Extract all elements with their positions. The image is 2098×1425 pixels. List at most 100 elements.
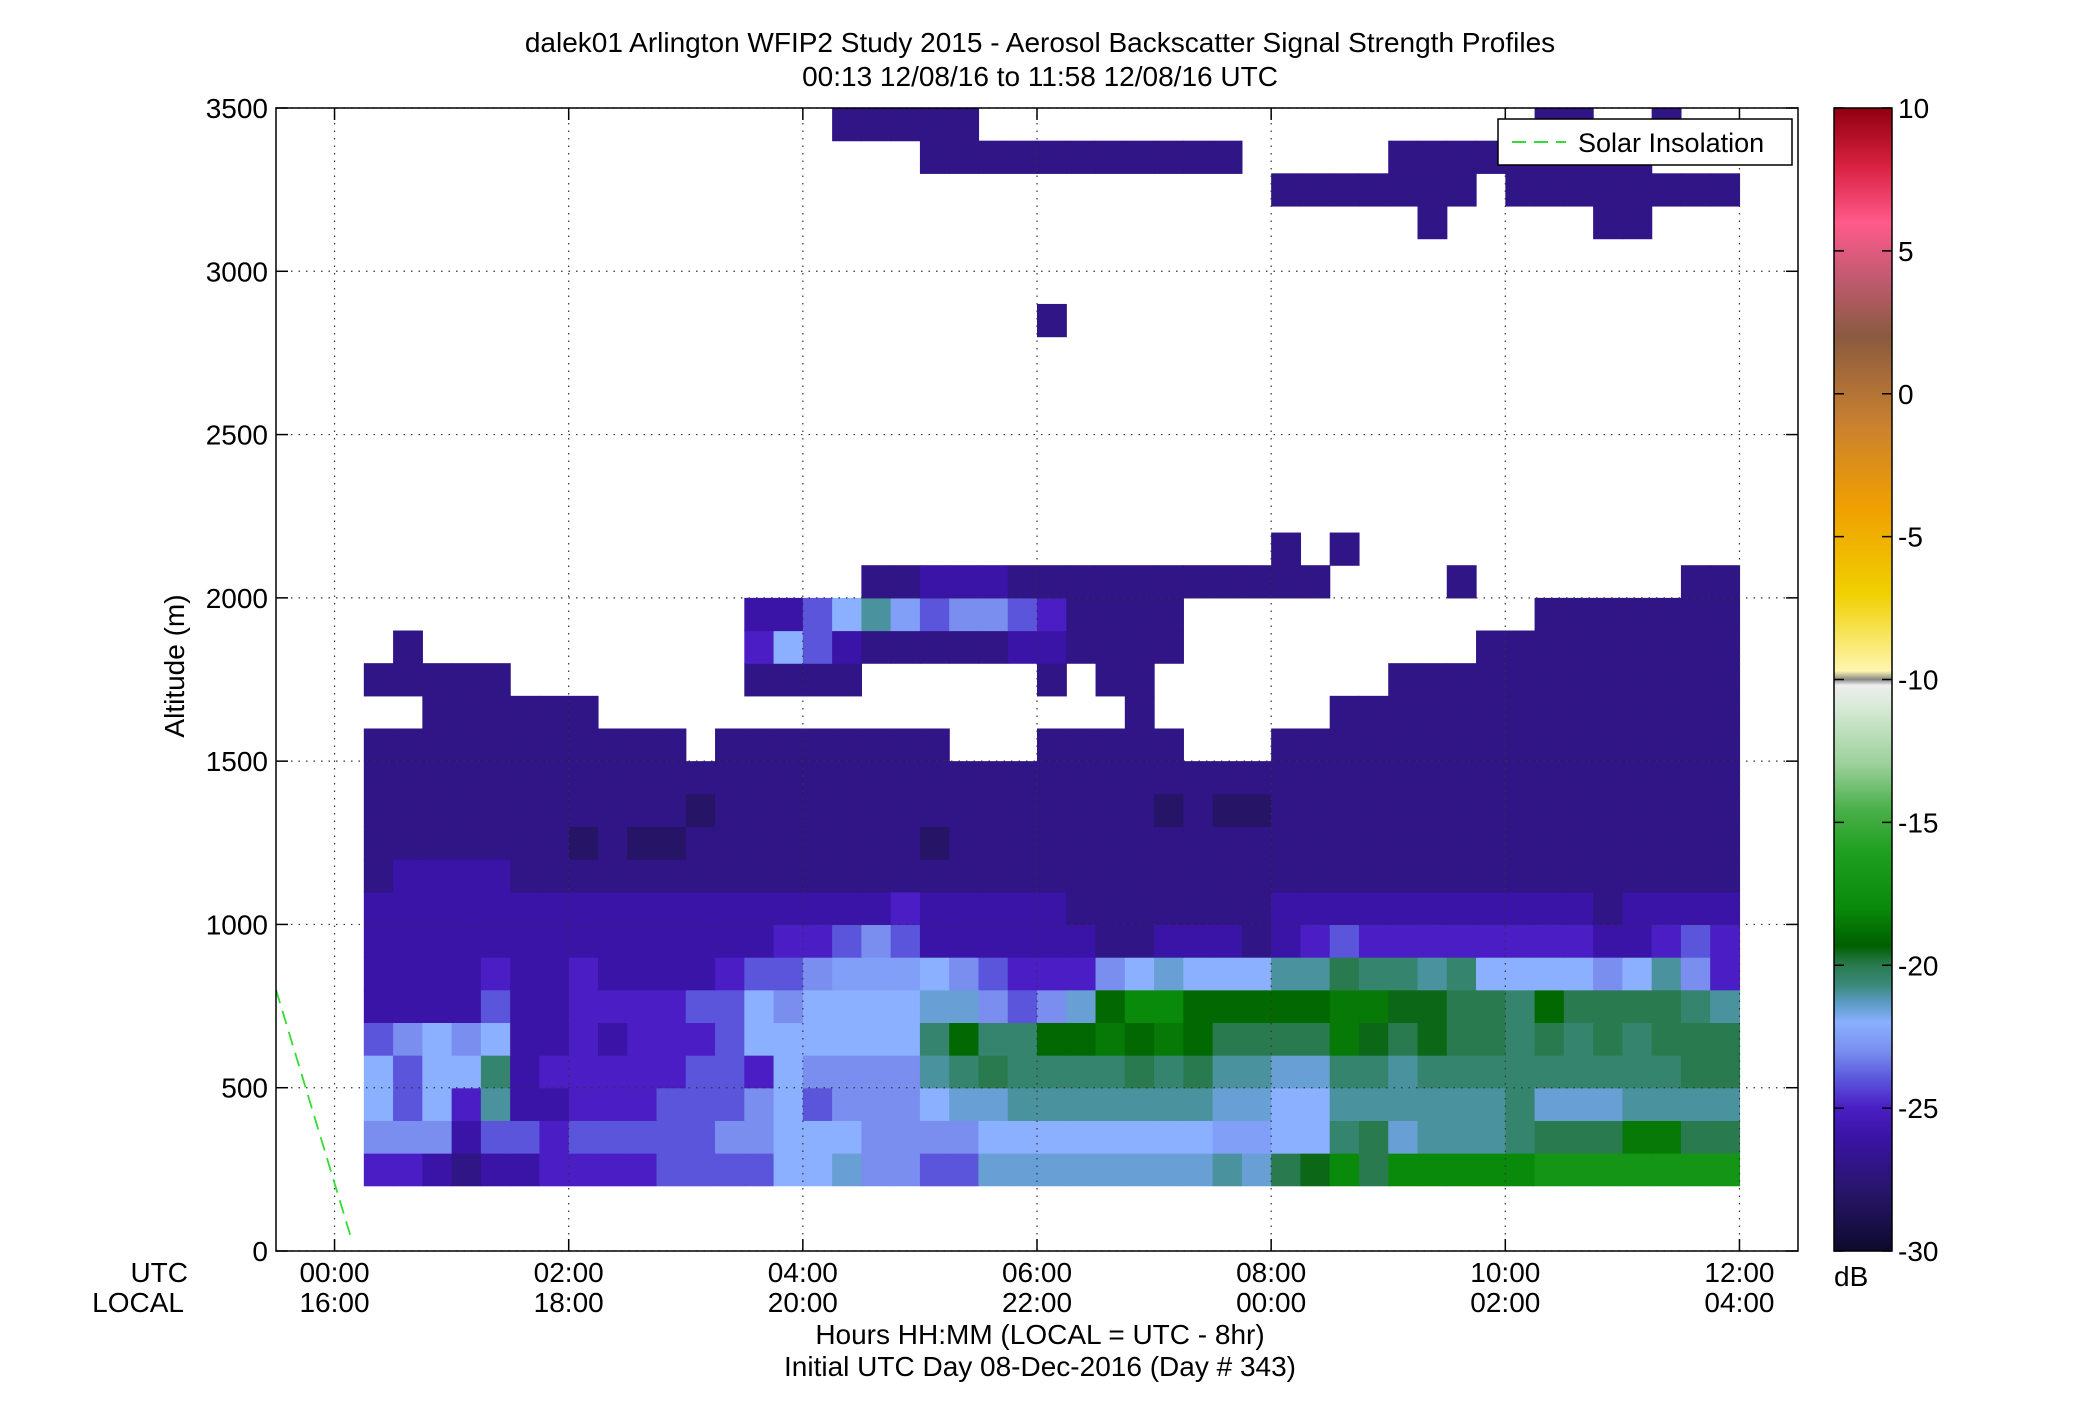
heatmap-cell	[597, 1022, 628, 1056]
heatmap-cell	[715, 1055, 745, 1089]
heatmap-cell	[597, 957, 628, 991]
heatmap-cell	[1710, 826, 1741, 860]
heatmap-cell	[1124, 630, 1155, 664]
heatmap-cell	[1066, 1120, 1097, 1154]
heatmap-cell	[1095, 565, 1126, 599]
heatmap-cell	[1593, 989, 1623, 1023]
heatmap-cell	[978, 1120, 1009, 1154]
chart-footer: Initial UTC Day 08-Dec-2016 (Day # 343)	[784, 1351, 1296, 1382]
chart-subtitle: 00:13 12/08/16 to 11:58 12/08/16 UTC	[802, 61, 1278, 92]
heatmap-cell	[1446, 663, 1477, 697]
heatmap-cell	[1680, 630, 1711, 664]
heatmap-cell	[1358, 957, 1389, 991]
heatmap-cell	[802, 1055, 833, 1089]
heatmap-cell	[1534, 695, 1565, 730]
heatmap-cell	[1388, 663, 1419, 697]
heatmap-cell	[1651, 1153, 1682, 1187]
heatmap-cell	[832, 989, 862, 1023]
heatmap-cell	[1534, 761, 1565, 795]
heatmap-cell	[1066, 1087, 1097, 1121]
heatmap-cell	[802, 859, 833, 893]
colorbar-tick-label: 0	[1898, 379, 1914, 410]
x-row-label-local: LOCAL	[92, 1287, 184, 1318]
heatmap-cell	[685, 1055, 716, 1089]
heatmap-cell	[1476, 793, 1506, 828]
heatmap-cell	[422, 989, 453, 1023]
heatmap-cell	[1476, 761, 1506, 795]
heatmap-cell	[1037, 630, 1067, 664]
heatmap-cell	[1329, 891, 1360, 926]
heatmap-cell	[1593, 663, 1623, 697]
heatmap-cell	[627, 761, 658, 795]
heatmap-cell	[1710, 957, 1741, 991]
heatmap-cell	[480, 793, 511, 828]
heatmap-cell	[393, 859, 423, 893]
heatmap-cell	[832, 859, 862, 893]
heatmap-cell	[802, 1087, 833, 1121]
heatmap-cell	[861, 957, 892, 991]
heatmap-cell	[1271, 793, 1302, 828]
heatmap-cell	[685, 826, 716, 860]
heatmap-cell	[978, 630, 1009, 664]
heatmap-cell	[1095, 1120, 1126, 1154]
heatmap-cell	[539, 728, 570, 762]
heatmap-cell	[393, 1120, 423, 1154]
heatmap-cell	[627, 1153, 658, 1187]
colorbar-tick-label: -5	[1898, 522, 1923, 553]
heatmap-cell	[1505, 989, 1536, 1023]
heatmap-cell	[1534, 1055, 1565, 1089]
heatmap-cell	[832, 957, 862, 991]
x-tick-label-utc: 00:00	[299, 1257, 369, 1288]
heatmap-cell	[1622, 1120, 1653, 1154]
heatmap-cell	[1593, 924, 1623, 958]
heatmap-cell	[1680, 957, 1711, 991]
heatmap-cell	[480, 989, 511, 1023]
heatmap-cell	[1622, 728, 1653, 762]
heatmap-cell	[1037, 891, 1067, 926]
heatmap-cell	[1037, 597, 1067, 632]
heatmap-cell	[656, 1087, 687, 1121]
heatmap-cell	[451, 1120, 482, 1154]
heatmap-cell	[1007, 924, 1038, 958]
heatmap-cell	[685, 891, 716, 926]
heatmap-cell	[1651, 761, 1682, 795]
heatmap-cell	[1417, 826, 1448, 860]
heatmap-cell	[1446, 989, 1477, 1023]
heatmap-cell	[832, 826, 862, 860]
x-tick-label-utc: 08:00	[1236, 1257, 1306, 1288]
heatmap-cell	[1593, 859, 1623, 893]
heatmap-cell	[1124, 565, 1155, 599]
heatmap-cell	[1212, 989, 1243, 1023]
heatmap-cell	[802, 793, 833, 828]
heatmap-cell	[1710, 1022, 1741, 1056]
heatmap-cell	[919, 630, 950, 664]
heatmap-cell	[890, 761, 921, 795]
heatmap-cell	[861, 826, 892, 860]
heatmap-cell	[422, 663, 453, 697]
heatmap-cell	[1593, 793, 1623, 828]
heatmap-cell	[1476, 1087, 1506, 1121]
heatmap-cell	[656, 957, 687, 991]
heatmap-cell	[1593, 728, 1623, 762]
heatmap-cell	[919, 140, 950, 174]
heatmap-cell	[890, 1153, 921, 1187]
heatmap-cell	[1212, 859, 1243, 893]
heatmap-cell	[1358, 1120, 1389, 1154]
heatmap-cell	[978, 826, 1009, 860]
heatmap-cell	[363, 761, 394, 795]
heatmap-cell	[1037, 924, 1067, 958]
heatmap-cell	[1271, 1087, 1302, 1121]
heatmap-cell	[1095, 1087, 1126, 1121]
heatmap-cell	[1358, 695, 1389, 730]
heatmap-cell	[861, 597, 892, 632]
heatmap-cell	[422, 891, 453, 926]
heatmap-cell	[1271, 173, 1302, 207]
heatmap-cell	[656, 1120, 687, 1154]
heatmap-cell	[1037, 826, 1067, 860]
heatmap-cell	[1476, 663, 1506, 697]
heatmap-cell	[949, 597, 980, 632]
heatmap-cell	[393, 630, 423, 664]
heatmap-cell	[539, 1120, 570, 1154]
heatmap-cell	[1066, 728, 1097, 762]
